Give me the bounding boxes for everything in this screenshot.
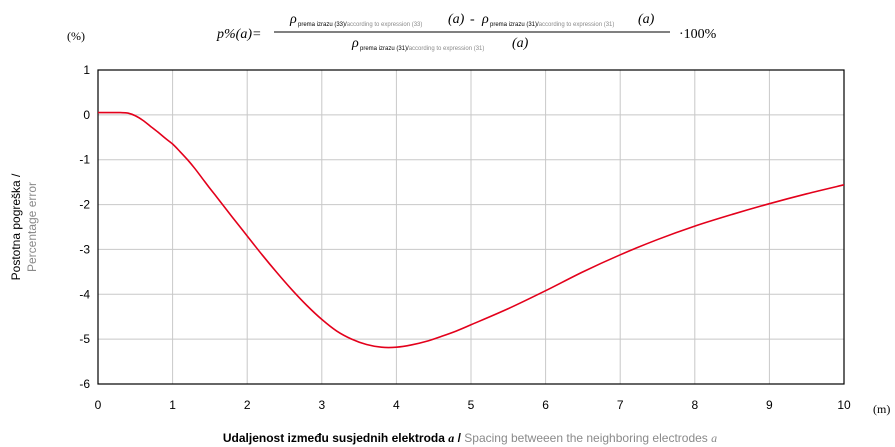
x-tick-label: 0 — [95, 398, 102, 412]
y-tick-label: -2 — [79, 198, 90, 212]
formula-denominator-sub-grey: according to expression (31) — [409, 46, 485, 52]
x-axis-title-secondary: Spacing betweeen the neighboring electro… — [464, 431, 711, 445]
x-tick-label: 5 — [468, 398, 475, 412]
x-axis-title-primary: Udaljenost između susjednih elektroda — [223, 431, 448, 445]
y-tick-label: -1 — [79, 153, 90, 167]
y-unit-label: (%) — [67, 29, 85, 43]
x-axis-title-sep: / — [454, 431, 464, 445]
formula-denominator-rho: ρ — [351, 36, 359, 51]
x-tick-label: 3 — [318, 398, 325, 412]
x-axis-title-primary-var: a — [448, 431, 454, 445]
x-tick-labels: 0 1 2 3 4 5 6 7 8 9 10 — [95, 398, 851, 412]
formula-numerator-sub-a-black: prema izrazu (33)/ — [298, 22, 347, 28]
y-tick-label: 0 — [83, 108, 90, 122]
x-tick-label: 7 — [617, 398, 624, 412]
formula-numerator-rho-b: ρ — [481, 12, 489, 27]
formula-numerator-sub-a-grey: according to expression (33) — [347, 22, 423, 28]
formula-numerator-sub-b-black: prema izrazu (31)/ — [490, 22, 539, 28]
y-tick-label: 1 — [83, 63, 90, 77]
x-tick-label: 1 — [169, 398, 176, 412]
plot-frame — [97, 69, 845, 385]
formula-numerator-sub-b: prema izrazu (31)/according to expressio… — [490, 22, 614, 28]
x-axis-title: Udaljenost između susjednih elektroda a … — [223, 431, 717, 445]
formula: p%(a)= ρ prema izrazu (33)/according to … — [216, 12, 717, 52]
x-tick-label: 4 — [393, 398, 400, 412]
y-axis-title-secondary: Percentage error — [25, 182, 39, 272]
formula-denominator-sub-black: prema izrazu (31)/ — [360, 46, 409, 52]
y-tick-labels: 1 0 -1 -2 -3 -4 -5 -6 — [79, 63, 90, 391]
formula-lhs: p%(a)= — [216, 27, 261, 42]
formula-numerator-sub-b-grey: according to expression (31) — [539, 22, 615, 28]
x-unit-label: (m) — [873, 402, 890, 416]
y-axis-title-primary: Postotna pogreška / — [9, 173, 23, 280]
series-group — [98, 111, 845, 349]
formula-numerator-arg-a: (a) — [448, 12, 465, 27]
formula-factor: ·100% — [679, 27, 717, 42]
formula-numerator-arg-b: (a) — [638, 12, 655, 27]
series-line-0 — [98, 111, 845, 349]
x-axis-title-secondary-var: a — [711, 431, 717, 445]
x-tick-label: 6 — [542, 398, 549, 412]
formula-numerator-rho-a: ρ — [289, 12, 297, 27]
x-tick-label: 10 — [837, 398, 851, 412]
x-tick-label: 8 — [691, 398, 698, 412]
x-tick-label: 2 — [244, 398, 251, 412]
grid — [98, 70, 844, 384]
y-tick-label: -6 — [79, 377, 90, 391]
y-tick-label: -4 — [79, 287, 90, 301]
formula-numerator-sub-a: prema izrazu (33)/according to expressio… — [298, 22, 422, 28]
y-tick-label: -5 — [79, 332, 90, 346]
formula-denominator-arg: (a) — [512, 36, 529, 51]
formula-minus: - — [470, 12, 475, 27]
y-tick-label: -3 — [79, 242, 90, 256]
x-tick-label: 9 — [766, 398, 773, 412]
formula-denominator-sub: prema izrazu (31)/according to expressio… — [360, 46, 484, 52]
